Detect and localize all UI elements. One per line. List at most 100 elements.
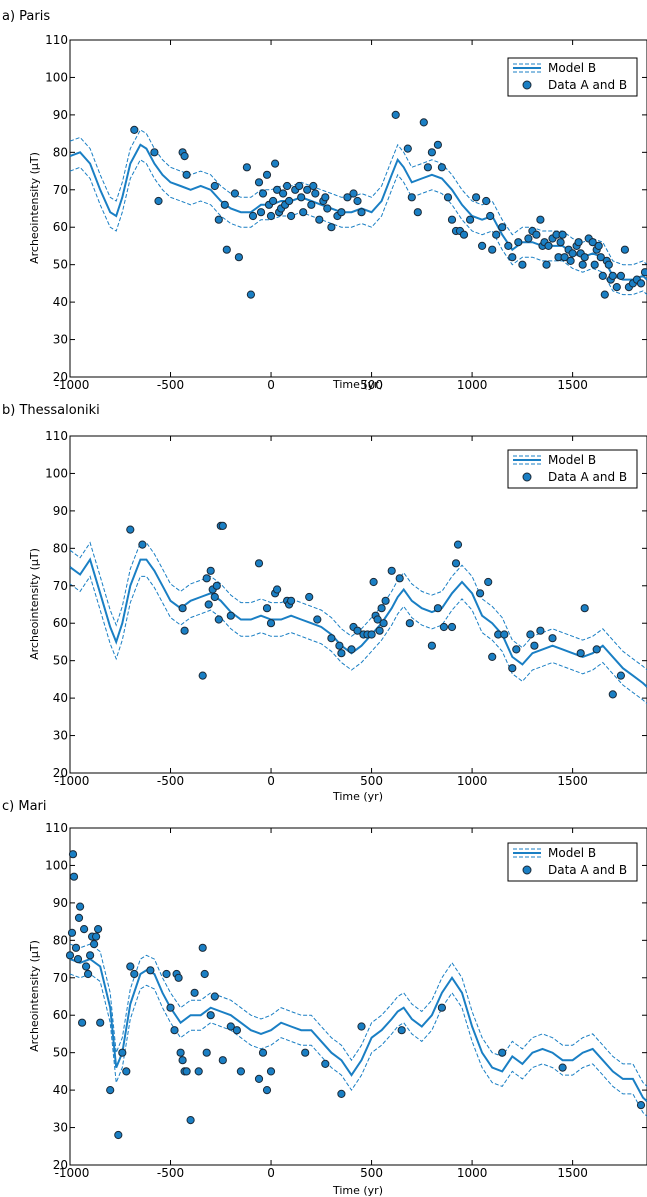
data-point	[73, 955, 83, 964]
x-tick-label: -1000	[55, 1166, 90, 1180]
data-point	[269, 196, 278, 206]
data-point	[321, 1059, 330, 1069]
model-band-lower	[70, 575, 647, 705]
panel-label: c) Mari	[2, 799, 47, 814]
data-point	[514, 238, 523, 247]
data-point	[423, 163, 432, 172]
data-point	[206, 1011, 215, 1020]
y-tick-label: 40	[53, 691, 68, 705]
x-tick-label: 1500	[557, 774, 588, 788]
y-tick-label: 70	[53, 971, 68, 985]
data-point	[305, 592, 314, 602]
data-point	[214, 615, 223, 624]
x-tick-label: 0	[267, 774, 275, 788]
data-point	[146, 966, 155, 975]
y-tick-label: 90	[53, 504, 68, 518]
data-point	[558, 1063, 567, 1072]
data-point	[295, 181, 304, 191]
data-point	[178, 604, 187, 613]
plot-frame	[69, 39, 647, 378]
data-point	[176, 1048, 185, 1057]
data-point	[472, 193, 481, 202]
data-point	[279, 189, 288, 198]
data-point	[182, 1067, 191, 1076]
y-tick-label: 80	[53, 541, 68, 555]
x-tick-label: 1500	[557, 378, 588, 392]
data-point	[592, 645, 601, 654]
data-point	[309, 181, 318, 191]
data-point	[65, 951, 75, 960]
data-point	[232, 1026, 241, 1035]
data-point	[154, 196, 163, 206]
data-point	[222, 245, 231, 254]
data-point	[636, 279, 646, 288]
data-point	[218, 1056, 227, 1065]
data-point	[180, 152, 189, 161]
data-point	[297, 193, 306, 202]
data-point	[285, 196, 294, 206]
data-point	[315, 215, 324, 224]
y-tick-label: 90	[53, 108, 68, 122]
data-point	[242, 163, 251, 172]
data-point	[566, 256, 575, 265]
x-axis-label: Time (yr)	[332, 378, 383, 391]
data-point	[349, 189, 358, 198]
data-point	[548, 634, 557, 643]
plot-frame	[69, 435, 647, 774]
data-point	[262, 1086, 272, 1095]
model-band-upper	[70, 541, 647, 671]
data-point	[600, 290, 609, 299]
data-point	[598, 271, 607, 280]
data-point	[126, 525, 135, 534]
data-point	[335, 641, 344, 650]
data-point	[544, 241, 553, 250]
data-point	[580, 253, 589, 262]
data-point	[369, 577, 378, 587]
y-tick-label: 80	[53, 933, 68, 947]
x-tick-label: 500	[360, 1166, 383, 1180]
data-point	[283, 181, 292, 191]
data-point	[556, 238, 565, 247]
plot-frame	[69, 827, 647, 1166]
data-point	[266, 1067, 276, 1076]
panel-paris: a) Paris -1000 -500 0 500 1000 1500 20 30 40 50 60…	[2, 9, 647, 392]
data-point	[478, 241, 487, 250]
data-point	[459, 230, 469, 239]
data-point	[381, 596, 390, 605]
y-tick-label: 50	[53, 1046, 68, 1060]
y-tick-label: 50	[53, 258, 68, 272]
data-point	[447, 215, 457, 224]
data-point	[236, 1067, 245, 1076]
data-point	[377, 604, 386, 613]
legend-data-label: Data A and B	[548, 470, 627, 484]
data-point	[162, 969, 171, 979]
y-tick-label: 30	[53, 729, 68, 743]
data-point	[182, 170, 191, 179]
x-tick-label: 1000	[457, 378, 488, 392]
data-point	[202, 1048, 211, 1057]
data-point	[498, 1048, 507, 1057]
x-tick-label: 500	[360, 378, 383, 392]
data-point	[636, 1101, 646, 1110]
y-tick-label: 60	[53, 220, 68, 234]
x-tick-label: -500	[157, 378, 184, 392]
y-tick-label: 60	[53, 616, 68, 630]
data-point	[367, 630, 376, 639]
data-point	[126, 962, 135, 971]
data-point	[443, 193, 453, 202]
data-point	[580, 604, 589, 613]
data-point	[530, 641, 539, 650]
x-tick-label: 0	[267, 1166, 275, 1180]
y-tick-label: 60	[53, 1008, 68, 1022]
data-point	[353, 626, 362, 635]
y-axis-label: Archeointensity (µT)	[28, 940, 41, 1052]
data-point	[84, 969, 93, 979]
data-point	[620, 245, 630, 254]
data-point	[271, 159, 280, 168]
data-point	[536, 215, 545, 224]
data-point	[484, 577, 493, 587]
data-point	[180, 626, 189, 635]
y-tick-label: 20	[53, 766, 68, 780]
data-point	[407, 193, 416, 202]
data-point	[466, 215, 475, 224]
